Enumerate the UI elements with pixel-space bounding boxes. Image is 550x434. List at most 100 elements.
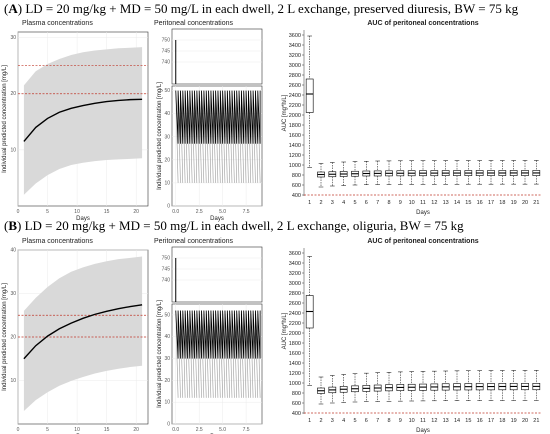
auc-ytick-label: 400 [292,411,301,417]
auc-ytick-label: 2000 [289,331,301,337]
panel-a-letter: A [8,1,18,16]
plasma-title: Plasma concentrations [22,238,93,245]
panel-b-figure: Plasma concentrations1020304005101520Day… [2,238,542,434]
auc-xtick-label: 3 [331,200,334,206]
panel-b-title: (B) LD = 20 mg/kg + MD = 50 mg/L in each… [4,218,464,233]
auc-xtick-label: 15 [465,418,471,424]
auc-xtick-label: 14 [454,200,460,206]
plasma-ylabel: Individual predicted concentration [mg/L… [2,65,8,173]
auc-ytick-label: 2200 [289,321,301,327]
peritoneal-ytick-label: 50 [164,312,170,318]
plasma-xtick-label: 15 [104,427,110,433]
plasma-xtick-label: 0 [17,427,20,433]
plasma-xtick-label: 10 [74,209,80,215]
auc-xtick-label: 16 [477,200,483,206]
auc-ytick-label: 1000 [289,163,301,169]
peritoneal-ytick-label: 30 [164,356,170,362]
auc-xtick-label: 2 [319,418,322,424]
peritoneal-ytick-label: 750 [162,38,171,44]
auc-xtick-label: 1 [308,200,311,206]
peritoneal-xtick-label: 0.0 [172,209,179,215]
auc-ytick-label: 1400 [289,143,301,149]
auc-ytick-label: 1600 [289,133,301,139]
peritoneal-ytick-label: 40 [164,334,170,340]
plasma-xtick-label: 0 [17,209,20,215]
auc-ytick-label: 400 [292,193,301,199]
panel-b-letter: B [8,218,18,233]
auc-title: AUC of peritoneal concentrations [367,238,478,245]
plasma-ytick-label: 30 [10,35,16,41]
plasma-ylabel: Individual predicted concentration [mg/L… [2,283,8,391]
plasma-ytick-label: 40 [10,248,16,254]
auc-xtick-label: 12 [431,418,437,424]
peritoneal-xtick-label: 2.5 [196,427,203,433]
auc-ytick-label: 1800 [289,123,301,129]
auc-ytick-label: 3600 [289,33,301,39]
peritoneal-ytick-label: 30 [164,134,170,140]
auc-xtick-label: 21 [533,418,539,424]
auc-xtick-label: 8 [387,418,390,424]
peritoneal-xtick-label: 5.0 [219,427,226,433]
auc-xtick-label: 14 [454,418,460,424]
auc-box [305,78,314,113]
peritoneal-ytick-label: 0 [167,204,170,210]
auc-ytick-label: 2000 [289,113,301,119]
auc-xtick-label: 17 [488,200,494,206]
auc-ytick-label: 1200 [289,153,301,159]
auc-ytick-label: 2600 [289,301,301,307]
auc-xtick-label: 7 [376,418,379,424]
plasma-median-line [23,304,143,360]
auc-xtick-label: 20 [522,418,528,424]
peritoneal-ytick-label: 10 [164,400,170,406]
auc-xtick-label: 21 [533,200,539,206]
peritoneal-median-sawtooth [175,310,261,359]
auc-xtick-label: 12 [431,200,437,206]
peritoneal-ytick-label: 40 [164,111,170,117]
auc-xtick-label: 6 [365,200,368,206]
auc-ytick-label: 1600 [289,351,301,357]
peritoneal-ytick-label: 20 [164,157,170,163]
auc-ytick-label: 2400 [289,311,301,317]
auc-xtick-label: 5 [353,418,356,424]
auc-xtick-label: 18 [499,200,505,206]
auc-xtick-label: 1 [308,418,311,424]
auc-ytick-label: 1800 [289,341,301,347]
plasma-xlabel: Days [76,216,90,222]
plasma-xtick-label: 5 [46,209,49,215]
auc-xtick-label: 19 [511,200,517,206]
plasma-xtick-label: 15 [104,209,110,215]
peritoneal-lower-band [175,90,261,183]
auc-xlabel: Days [416,428,430,434]
auc-ytick-label: 2400 [289,93,301,99]
auc-ytick-label: 3400 [289,261,301,267]
auc-xtick-label: 3 [331,418,334,424]
auc-ytick-label: 3000 [289,63,301,69]
auc-ylabel: AUC [mg*h/L] [282,312,288,349]
peritoneal-ytick-label: 20 [164,378,170,384]
plasma-xtick-label: 5 [46,427,49,433]
auc-xtick-label: 19 [511,418,517,424]
peritoneal-ytick-label: 745 [162,267,171,273]
peritoneal-xtick-label: 7.5 [243,427,250,433]
plasma-ytick-label: 10 [10,378,16,384]
auc-ytick-label: 3200 [289,271,301,277]
auc-xtick-label: 9 [399,200,402,206]
auc-ytick-label: 600 [292,401,301,407]
plasma-ytick-label: 10 [10,147,16,153]
plasma-median-line [23,98,143,142]
auc-ytick-label: 2200 [289,103,301,109]
auc-ytick-label: 2600 [289,83,301,89]
auc-xtick-label: 20 [522,200,528,206]
auc-ytick-label: 600 [292,183,301,189]
auc-xtick-label: 16 [477,418,483,424]
peritoneal-xtick-label: 5.0 [219,209,226,215]
plasma-xtick-label: 20 [133,209,139,215]
auc-xtick-label: 7 [376,200,379,206]
plasma-prediction-band [23,256,143,411]
panel-a-title: (A) LD = 20 mg/kg + MD = 50 mg/L in each… [4,1,519,16]
plasma-ytick-label: 30 [10,291,16,297]
auc-xtick-label: 18 [499,418,505,424]
peritoneal-xlabel: Days [210,216,224,222]
peritoneal-ytick-label: 50 [164,88,170,94]
